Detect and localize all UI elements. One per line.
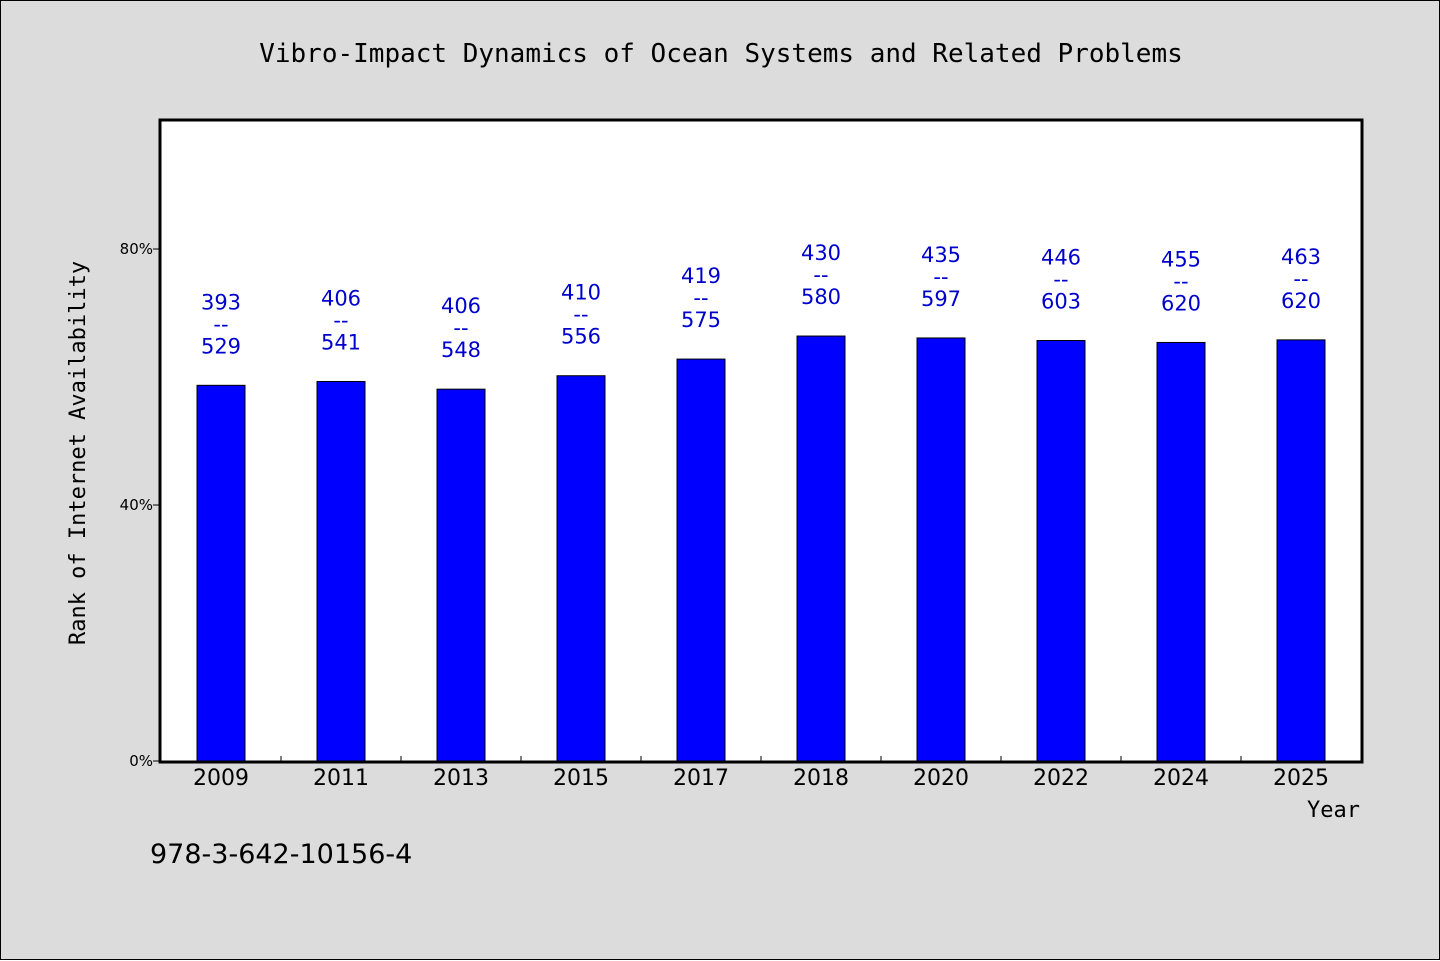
x-tick-label: 2013 <box>433 766 489 791</box>
bar-2025 <box>1276 339 1326 762</box>
bar-label-separator: -- <box>933 265 948 289</box>
x-tick-label: 2025 <box>1273 766 1329 791</box>
bar-label-bottom: 597 <box>921 287 961 311</box>
bar-label-bottom: 548 <box>441 338 481 362</box>
bar-label-bottom: 556 <box>561 325 601 349</box>
bar-label-top: 463 <box>1281 245 1321 269</box>
x-tick-label: 2018 <box>793 766 849 791</box>
x-tick-label: 2009 <box>193 766 249 791</box>
isbn-footnote: 978-3-642-10156-4 <box>150 839 412 870</box>
bar-label-separator: -- <box>1053 268 1068 292</box>
bar-2017 <box>676 358 726 762</box>
y-axis-ticks: 0% 40% 80% <box>120 240 161 770</box>
bar-labels-group: 393--529406--541406--548410--556419--575… <box>201 241 1321 362</box>
bar-2020 <box>916 337 966 762</box>
bar-2013 <box>436 388 486 762</box>
x-tick-label: 2020 <box>913 766 969 791</box>
bar-2018 <box>796 335 846 762</box>
bar-label-bottom: 620 <box>1281 289 1321 313</box>
bar-label-top: 406 <box>441 294 481 318</box>
bar-label-separator: -- <box>213 312 228 336</box>
bar-label-separator: -- <box>573 303 588 327</box>
bar-label-bottom: 620 <box>1161 291 1201 315</box>
bar-label-top: 446 <box>1041 246 1081 270</box>
bar-label-separator: -- <box>693 286 708 310</box>
bar-2015 <box>556 375 606 762</box>
bars-group <box>196 335 1326 762</box>
bar-label-top: 455 <box>1161 247 1201 271</box>
bar-label-bottom: 580 <box>801 285 841 309</box>
bar-label-top: 410 <box>561 281 601 305</box>
bar-label-separator: -- <box>813 263 828 287</box>
bar-label-top: 406 <box>321 286 361 310</box>
x-tick-label: 2022 <box>1033 766 1089 791</box>
bar-label-separator: -- <box>1293 267 1308 291</box>
bar-label-top: 393 <box>201 290 241 314</box>
chart-title: Vibro-Impact Dynamics of Ocean Systems a… <box>259 39 1183 69</box>
y-axis-label: Rank of Internet Availability <box>66 261 91 645</box>
bar-2011 <box>316 380 366 762</box>
y-tick-label: 0% <box>129 752 153 770</box>
bar-label-bottom: 541 <box>321 330 361 354</box>
bar-label-bottom: 529 <box>201 334 241 358</box>
bar-label-bottom: 603 <box>1041 290 1081 314</box>
bar-label-separator: -- <box>1173 269 1188 293</box>
y-tick-label: 40% <box>120 496 153 514</box>
bar-label-top: 419 <box>681 264 721 288</box>
x-axis-ticks: 2009 2011 2013 2015 2017 2018 2020 2022 2024 2025 <box>193 756 1329 791</box>
y-tick-label: 80% <box>120 240 153 258</box>
x-tick-label: 2024 <box>1153 766 1209 791</box>
bar-2024 <box>1156 341 1206 762</box>
bar-2022 <box>1036 340 1086 762</box>
x-tick-label: 2011 <box>313 766 369 791</box>
bar-2009 <box>196 384 246 762</box>
bar-label-separator: -- <box>453 316 468 340</box>
x-tick-label: 2017 <box>673 766 729 791</box>
x-tick-label: 2015 <box>553 766 609 791</box>
plot-border <box>158 118 1364 764</box>
bar-label-top: 430 <box>801 241 841 265</box>
x-axis-label: Year <box>1307 798 1360 823</box>
bar-label-separator: -- <box>333 308 348 332</box>
bar-label-top: 435 <box>921 243 961 267</box>
bar-label-bottom: 575 <box>681 308 721 332</box>
